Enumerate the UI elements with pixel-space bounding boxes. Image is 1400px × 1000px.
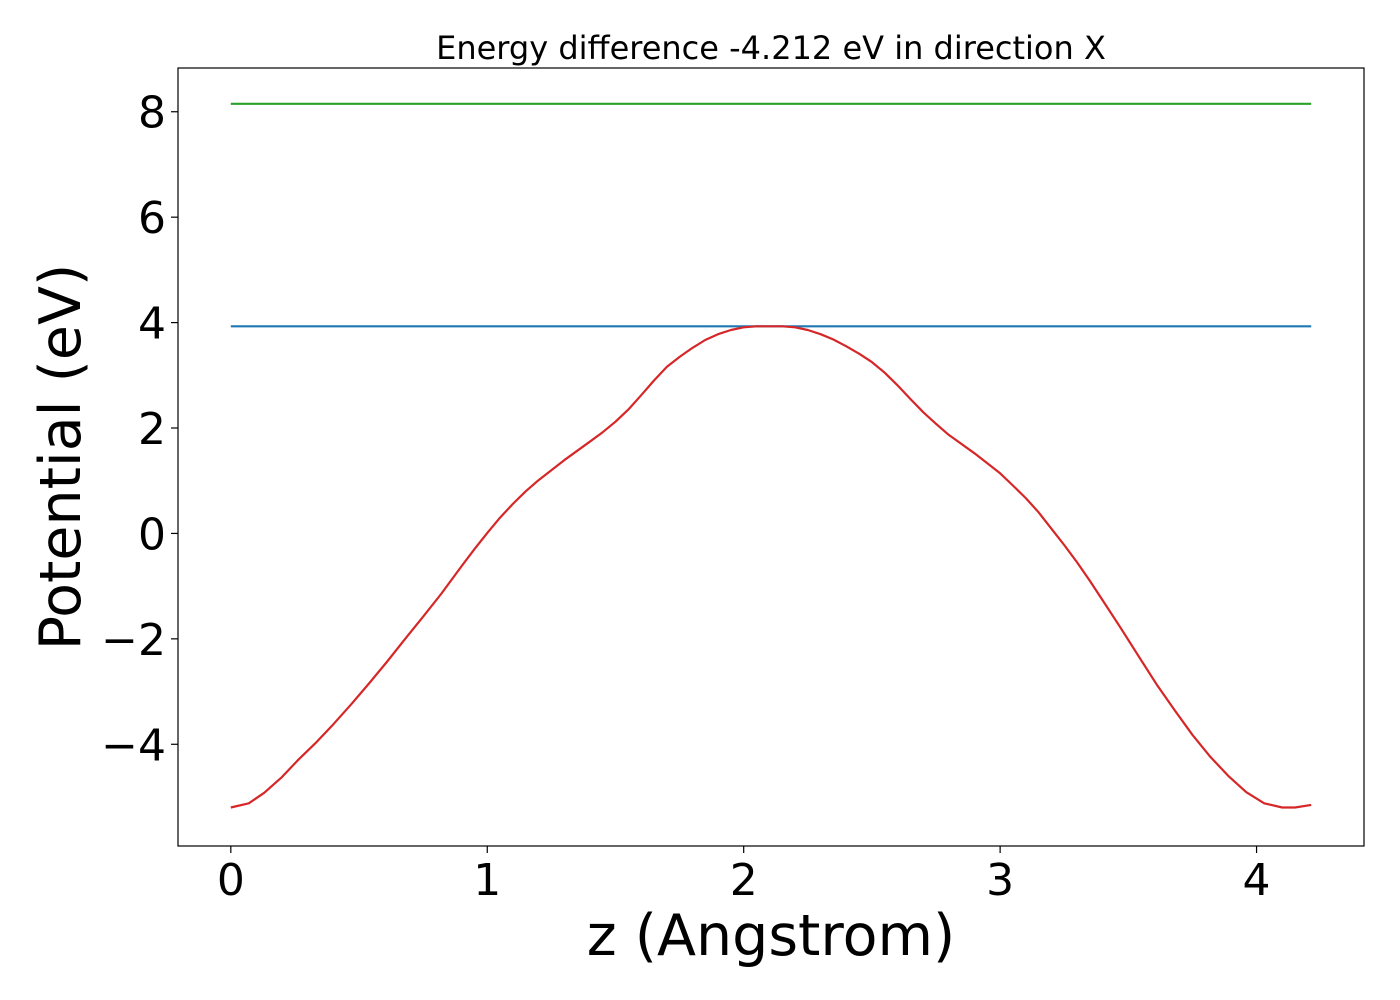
x-tick-label: 1 <box>473 855 501 906</box>
x-axis-label: z (Angstrom) <box>587 903 955 969</box>
x-tick-label: 2 <box>730 855 758 906</box>
x-tick-label: 3 <box>986 855 1014 906</box>
y-tick-label: 6 <box>138 193 166 244</box>
y-tick-label: −2 <box>101 615 166 666</box>
y-tick-label: −4 <box>101 720 166 771</box>
y-tick-label: 4 <box>138 299 166 350</box>
x-tick-label: 0 <box>217 855 245 906</box>
series-line-3 <box>230 325 1312 809</box>
y-tick-label: 0 <box>138 509 166 560</box>
y-tick-label: 2 <box>138 404 166 455</box>
chart-title: Energy difference -4.212 eV in direction… <box>436 29 1106 67</box>
axis-ticks: 0 1 2 3 4 −4 −2 0 2 4 6 8 <box>101 88 1270 906</box>
plot-frame <box>177 67 1365 847</box>
y-axis-label: Potential (eV) <box>28 264 94 650</box>
series-lines <box>230 102 1312 809</box>
y-tick-label: 8 <box>138 88 166 139</box>
x-tick-label: 4 <box>1243 855 1271 906</box>
